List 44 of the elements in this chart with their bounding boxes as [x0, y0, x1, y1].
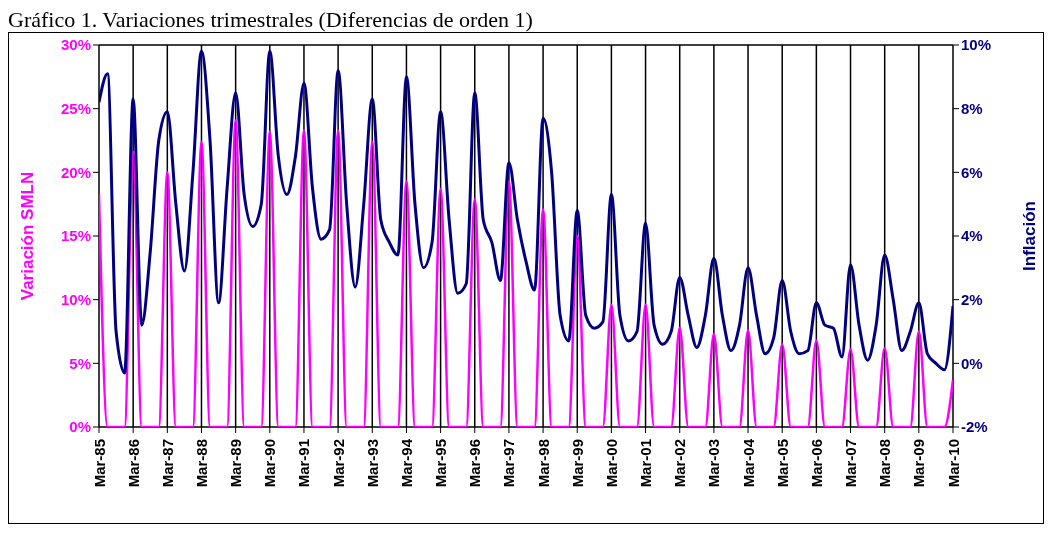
x-tick-label: Mar-96 — [466, 439, 484, 488]
y-tick-label: 5% — [69, 354, 91, 372]
x-tick-label: Mar-88 — [192, 439, 210, 488]
y2-tick-label: 2% — [961, 290, 983, 308]
x-tick-label: Mar-89 — [227, 439, 245, 488]
y-tick-label: 10% — [60, 290, 91, 308]
chart-title: Gráfico 1. Variaciones trimestrales (Diferencias de orden 1) — [8, 7, 534, 32]
x-tick-label: Mar-85 — [90, 439, 108, 488]
y-tick-label: 0% — [69, 418, 91, 436]
x-tick-label: Mar-07 — [842, 439, 860, 488]
x-tick-label: Mar-97 — [500, 439, 518, 488]
y2-tick-label: -2% — [961, 418, 988, 436]
x-tick-label: Mar-05 — [773, 439, 791, 488]
y2-tick-label: 6% — [961, 163, 983, 181]
x-tick-label: Mar-03 — [705, 439, 723, 488]
x-tick-label: Mar-90 — [261, 439, 279, 488]
y2-tick-label: 8% — [961, 99, 983, 117]
y-tick-label: 15% — [60, 227, 91, 245]
y-tick-label: 30% — [60, 36, 91, 54]
x-tick-label: Mar-09 — [910, 439, 928, 488]
x-tick-label: Mar-10 — [944, 439, 962, 488]
x-tick-label: Mar-87 — [158, 439, 176, 488]
x-tick-label: Mar-98 — [534, 439, 552, 488]
x-tick-label: Mar-04 — [739, 438, 757, 488]
y2-tick-label: 4% — [961, 227, 983, 245]
y-tick-label: 25% — [60, 99, 91, 117]
x-tick-label: Mar-99 — [568, 439, 586, 488]
x-tick-label: Mar-86 — [124, 439, 142, 488]
y-tick-label: 20% — [60, 163, 91, 181]
x-tick-label: Mar-08 — [876, 439, 894, 488]
x-tick-label: Mar-02 — [671, 439, 689, 488]
y2-tick-label: 10% — [961, 36, 992, 54]
x-tick-label: Mar-93 — [363, 439, 381, 488]
x-tick-label: Mar-01 — [637, 439, 655, 488]
x-tick-label: Mar-95 — [432, 439, 450, 488]
x-tick-label: Mar-91 — [295, 439, 313, 488]
y-axis-title: Variación SMLN — [18, 171, 38, 301]
x-tick-label: Mar-06 — [807, 439, 825, 488]
x-tick-label: Mar-92 — [329, 439, 347, 488]
x-tick-label: Mar-94 — [397, 438, 415, 488]
y2-tick-label: 0% — [961, 354, 983, 372]
x-tick-label: Mar-00 — [602, 439, 620, 488]
y2-axis-title: Inflación — [1020, 201, 1040, 271]
line-series — [99, 49, 953, 375]
